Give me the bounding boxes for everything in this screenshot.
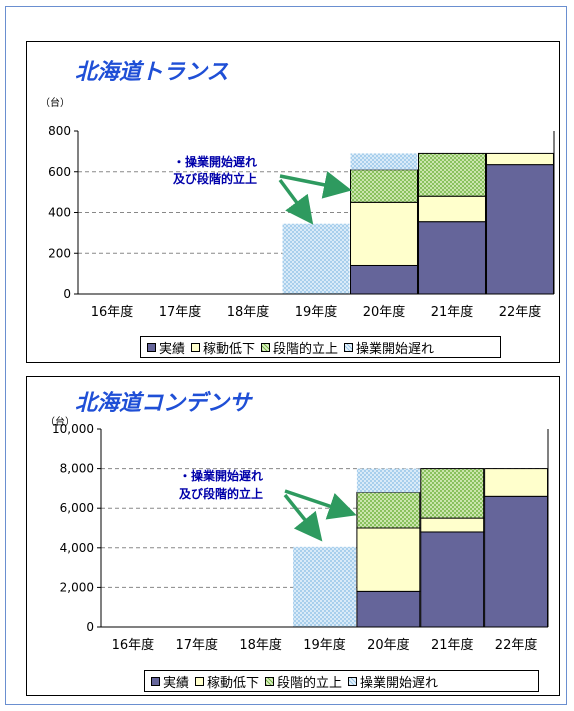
- legend-item: 実績: [151, 672, 189, 691]
- legend-item: 段階的立上: [261, 338, 338, 357]
- y-tick-label: 10,000: [52, 422, 94, 436]
- legend-label: 操業開始遅れ: [360, 675, 439, 691]
- bar-segment-actual: [486, 164, 554, 295]
- legend-swatch-low: [195, 676, 205, 686]
- annotation-line-2: 及び段階的立上: [173, 171, 257, 186]
- chart-svg-transformer: 800 600 400 200 0 16年度 17年度 18年度 19年度 20年度 21年度 22年…: [48, 124, 555, 320]
- x-tick-label: 16年度: [112, 637, 155, 653]
- bar-segment-actual: [356, 590, 421, 628]
- legend-item: 実績: [147, 338, 185, 357]
- y-tick-label: 200: [48, 246, 71, 260]
- chart-legend: 実績 稼動低下 段階的立上 操業開始遅れ: [144, 670, 539, 692]
- y-unit-label: （台）: [40, 98, 70, 109]
- bar-segment-low: [418, 195, 486, 223]
- y-tick-label: 800: [48, 124, 71, 138]
- bar-segment-actual: [350, 264, 418, 295]
- x-tick-label: 20年度: [363, 304, 406, 320]
- y-tick-label: 6,000: [60, 501, 94, 515]
- y-tick-label: 0: [63, 287, 71, 301]
- x-tick-label: 16年度: [91, 304, 134, 320]
- y-tick-label: 600: [48, 165, 71, 179]
- x-tick-label: 19年度: [295, 304, 338, 320]
- legend-swatch-ramp: [265, 676, 275, 686]
- y-unit-label: （台）: [45, 417, 75, 428]
- outer-frame: 800 600 400 200 0 16年度 17年度 18年度 19年度 20年度 21年度 22年…: [5, 6, 567, 705]
- legend-swatch-delay: [348, 676, 358, 686]
- y-tick-label: 400: [48, 206, 71, 220]
- annotation-line-1: ・操業開始遅れ: [173, 154, 257, 169]
- annotation-arrow: [283, 493, 323, 542]
- x-tick-label: 22年度: [495, 637, 538, 653]
- legend-item: 操業開始遅れ: [348, 672, 438, 691]
- chart-title: 北海道トランス: [75, 60, 229, 85]
- chart-legend: 実績 稼動低下 段階的立上 操業開始遅れ: [140, 336, 501, 358]
- bar-segment-low: [484, 468, 549, 497]
- bar-segment-delay: [350, 153, 418, 170]
- x-tick-label: 18年度: [239, 637, 282, 653]
- legend-label: 実績: [163, 675, 190, 691]
- bar-segment-ramp: [420, 468, 485, 519]
- bar-segment-ramp: [350, 169, 418, 203]
- legend-label: 実績: [159, 341, 186, 357]
- chart-panel-condenser: 10,000 8,000 6,000 4,000 2,000 0 16年度 17年度 18年度 1…: [26, 376, 560, 696]
- x-tick-label: 21年度: [431, 304, 474, 320]
- bar-segment-low: [486, 152, 554, 166]
- legend-label: 稼動低下: [207, 675, 260, 691]
- legend-item: 稼動低下: [191, 338, 255, 357]
- chart-title: 北海道コンデンサ: [75, 391, 252, 416]
- x-tick-label: 17年度: [159, 304, 202, 320]
- legend-label: 操業開始遅れ: [356, 341, 435, 357]
- bar-segment-actual: [484, 495, 549, 628]
- chart-svg-condenser: 10,000 8,000 6,000 4,000 2,000 0 16年度 17年度 18年度 1…: [52, 422, 549, 653]
- bar-segment-low: [356, 527, 421, 592]
- legend-label: 段階的立上: [277, 675, 343, 691]
- bar-segment-actual: [420, 531, 485, 628]
- annotation-arrow: [279, 171, 352, 199]
- x-tick-label: 18年度: [227, 304, 270, 320]
- legend-swatch-actual: [147, 342, 156, 352]
- legend-swatch-actual: [151, 676, 160, 686]
- annotation-line-2: 及び段階的立上: [179, 486, 263, 501]
- legend-item: 段階的立上: [265, 672, 342, 691]
- legend-label: 稼動低下: [203, 341, 256, 357]
- y-tick-label: 2,000: [60, 580, 94, 594]
- legend-swatch-ramp: [261, 342, 271, 352]
- bar-segment-low: [350, 201, 418, 266]
- bar-segment-ramp: [418, 152, 486, 197]
- legend-label: 段階的立上: [273, 341, 339, 357]
- bar-segment-delay: [293, 546, 356, 627]
- x-tick-label: 20年度: [367, 637, 410, 653]
- bar-segment-actual: [418, 221, 486, 295]
- bar-segment-delay: [282, 223, 350, 294]
- x-tick-label: 22年度: [499, 304, 542, 320]
- bar-segment-ramp: [356, 491, 421, 529]
- x-tick-label: 19年度: [303, 637, 346, 653]
- x-tick-label: 21年度: [431, 637, 474, 653]
- bar-segment-delay: [356, 468, 420, 493]
- y-tick-label: 8,000: [60, 462, 94, 476]
- chart-panel-transformer: 800 600 400 200 0 16年度 17年度 18年度 19年度 20年度 21年度 22年…: [26, 41, 560, 363]
- bar-segment-low: [420, 517, 485, 533]
- y-tick-label: 4,000: [60, 541, 94, 555]
- x-tick-label: 17年度: [176, 637, 219, 653]
- annotation-arrow: [278, 178, 314, 225]
- legend-item: 操業開始遅れ: [344, 338, 434, 357]
- annotation-arrow: [284, 489, 357, 520]
- annotation-line-1: ・操業開始遅れ: [179, 468, 263, 483]
- legend-item: 稼動低下: [195, 672, 259, 691]
- legend-swatch-low: [191, 342, 201, 352]
- y-tick-label: 0: [86, 620, 94, 634]
- legend-swatch-delay: [344, 342, 354, 352]
